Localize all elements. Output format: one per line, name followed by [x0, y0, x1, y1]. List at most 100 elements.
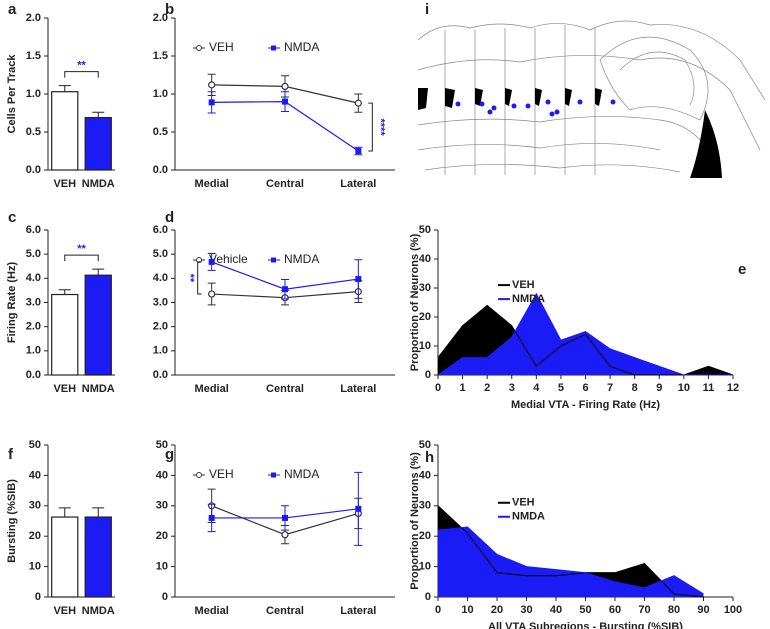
y-tick-label: 0.0	[153, 164, 168, 176]
y-tick-label: 6.0	[26, 224, 41, 236]
legend-label: NMDA	[284, 40, 319, 54]
significance-bracket	[64, 71, 99, 78]
site-dot	[549, 111, 555, 117]
legend-marker	[196, 472, 202, 478]
atlas-outline	[417, 143, 661, 151]
x-tick-label: 11	[703, 382, 715, 394]
y-tick-label: 0	[162, 591, 168, 603]
error-bar	[58, 507, 71, 518]
y-tick-label: 3.0	[153, 296, 168, 308]
series-line	[437, 526, 704, 595]
bar	[84, 116, 112, 171]
panel-letter: i	[425, 1, 429, 18]
y-axis-label: Bursting (%SIB)	[6, 479, 18, 563]
y-tick-label: 2.0	[153, 321, 168, 333]
y-tick-label: 50	[419, 224, 431, 236]
x-tick-label: 100	[724, 604, 742, 616]
x-tick-label: Medial	[195, 605, 229, 617]
x-tick-label: 90	[697, 604, 709, 616]
marker	[208, 258, 215, 265]
marker	[208, 81, 216, 89]
y-tick-label: 5.0	[26, 248, 41, 260]
site-dot	[479, 101, 485, 107]
marker	[355, 505, 362, 512]
y-tick-label: 0.0	[26, 164, 41, 176]
site-dot	[491, 105, 497, 111]
error-bar	[92, 268, 105, 276]
y-tick-label: 30	[156, 500, 168, 512]
y-tick-label: 2.0	[26, 321, 41, 333]
bar	[84, 274, 112, 376]
significance-label: **	[77, 60, 86, 72]
marker	[281, 531, 289, 539]
legend-marker	[271, 472, 276, 478]
marker	[281, 82, 289, 91]
error-bar	[92, 111, 105, 118]
marker	[355, 148, 362, 154]
y-axis-label: Cells Per Track	[6, 54, 18, 134]
legend-label: VEH	[512, 279, 535, 291]
y-tick-label: 5.0	[153, 248, 168, 260]
y-tick-label: 20	[156, 530, 168, 542]
panel-letter: f	[8, 446, 14, 463]
atlas-hippocampus	[619, 51, 695, 106]
x-tick-label: Central	[266, 383, 304, 395]
y-tick-label: 30	[419, 500, 431, 512]
x-tick-label: NMDA	[82, 383, 115, 395]
legend-marker	[271, 257, 276, 263]
site-dot	[545, 99, 551, 105]
marker	[208, 290, 216, 298]
atlas-hippocampus	[599, 36, 709, 121]
y-tick-label: 3.0	[26, 296, 41, 308]
x-tick-label: 0	[435, 604, 441, 616]
legend-label: NMDA	[512, 511, 545, 523]
recording-sites	[455, 99, 616, 117]
site-dot	[511, 103, 517, 109]
y-tick-label: 1.0	[153, 345, 168, 357]
y-tick-label: 30	[29, 500, 41, 512]
x-tick-label: Medial	[195, 178, 229, 190]
x-axis-label: Medial VTA - Firing Rate (Hz)	[511, 399, 660, 411]
x-tick-label: Central	[266, 605, 304, 617]
x-tick-label: 7	[607, 382, 613, 394]
y-tick-label: 10	[419, 561, 431, 573]
bar	[51, 91, 79, 171]
y-tick-label: 10	[419, 340, 431, 352]
site-dot	[487, 109, 493, 115]
y-tick-label: 10	[156, 561, 168, 573]
y-tick-label: 1.0	[153, 88, 168, 100]
atlas-outline	[417, 20, 766, 101]
x-tick-label: 3	[509, 382, 515, 394]
y-tick-label: 6.0	[153, 224, 168, 236]
legend-marker	[196, 257, 202, 263]
site-dot	[525, 103, 531, 109]
legend-marker	[271, 45, 276, 51]
x-tick-label: Lateral	[340, 383, 376, 395]
panel-letter: d	[165, 209, 174, 226]
marker	[282, 286, 288, 293]
x-tick-label: 8	[632, 382, 638, 394]
error-bar	[58, 289, 71, 295]
marker	[282, 98, 288, 105]
x-tick-label: VEH	[53, 605, 76, 617]
y-axis-label: Proportion of Neurons (%)	[409, 452, 421, 590]
legend-label: VEH	[209, 40, 234, 54]
y-tick-label: 4.0	[153, 272, 168, 284]
site-dot	[455, 101, 461, 107]
significance-label: **	[184, 274, 196, 283]
atlas-slice	[444, 25, 596, 175]
y-tick-label: 50	[29, 439, 41, 451]
y-tick-label: 1.0	[26, 88, 41, 100]
x-tick-label: 6	[582, 382, 588, 394]
x-tick-label: VEH	[53, 178, 76, 190]
significance-bracket	[197, 261, 202, 295]
y-tick-label: 0.5	[26, 126, 41, 138]
y-tick-label: 30	[419, 282, 431, 294]
y-tick-label: 0	[35, 591, 41, 603]
panel-letter: c	[8, 209, 16, 226]
y-tick-label: 2.0	[153, 12, 168, 24]
site-dot	[554, 109, 560, 115]
atlas-outline	[424, 164, 681, 173]
x-tick-label: 40	[550, 604, 562, 616]
